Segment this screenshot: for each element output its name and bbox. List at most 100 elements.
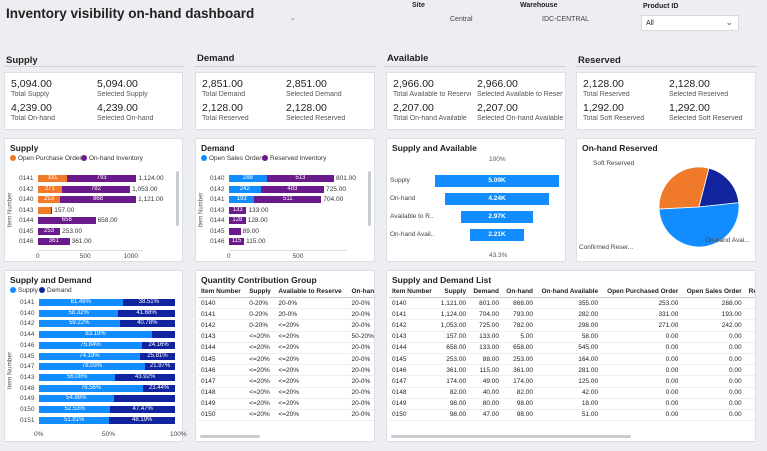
column-header[interactable]: Supply: [246, 286, 276, 298]
table-cell: 242.00: [681, 319, 745, 332]
bar-value: 331: [47, 175, 58, 181]
table-cell: 0.00: [601, 342, 682, 354]
bar-value: 78.03%: [81, 363, 103, 370]
kpi-value: 2,128.00: [669, 78, 710, 90]
legend-item[interactable]: On-hand Inventory: [81, 155, 143, 162]
table-row[interactable]: 0144 <=20% <=20% 20-0%: [198, 342, 374, 354]
product-label: Product ID: [643, 3, 679, 10]
site-filter[interactable]: Site Central: [412, 2, 490, 28]
column-header[interactable]: Open Purchased Order: [601, 286, 682, 298]
kpi-label: Selected On-hand Available: [477, 115, 563, 122]
legend-label: Open Purchase Order: [18, 155, 82, 162]
total-label: 133.00: [248, 206, 269, 214]
bar-value: 511: [283, 196, 293, 202]
table-cell: 51.00: [536, 409, 602, 422]
legend-item[interactable]: Demand: [39, 287, 72, 294]
supply-chart[interactable]: Supply Open Purchase Order On-hand Inven…: [4, 138, 183, 262]
table-cell: 58.00: [536, 331, 602, 343]
supply-demand-list[interactable]: Supply and Demand List Item Number Supply…: [386, 270, 756, 442]
table-row[interactable]: 0142 1,053.00 725.00 782.00 298.00 271.00 242.…: [389, 319, 755, 332]
warehouse-filter[interactable]: Warehouse IDC-CENTRAL: [520, 2, 610, 28]
pie-slice[interactable]: [658, 166, 710, 210]
table-cell: 271.00: [601, 319, 682, 332]
scrollbar[interactable]: [368, 171, 371, 226]
column-header[interactable]: Item Number: [389, 286, 437, 298]
table-cell: 0.00: [681, 331, 745, 343]
bar-value: 782: [90, 185, 101, 192]
column-header[interactable]: Demand: [469, 286, 502, 298]
x-axis-line: [229, 249, 347, 251]
legend-item[interactable]: Reserved Inventory: [262, 155, 326, 162]
column-header[interactable]: Item Number: [198, 286, 247, 298]
table-row[interactable]: 0147 <=20% <=20% 20-0%: [198, 375, 374, 388]
site-value: Central: [450, 16, 473, 23]
legend-item[interactable]: Open Purchase Order: [10, 155, 82, 162]
bar-value: 47.47%: [132, 406, 153, 412]
product-dropdown[interactable]: All ⌄: [641, 15, 739, 31]
table-cell: 8: [744, 353, 755, 366]
bar-segment: [38, 206, 52, 214]
column-header[interactable]: Available to Reserve: [275, 286, 349, 298]
scrollbar[interactable]: [176, 171, 179, 226]
bar-value: 76.56%: [80, 384, 102, 391]
horizontal-scrollbar[interactable]: [200, 435, 260, 438]
table-row[interactable]: 0142 0-20% <=20% 20-0%: [198, 319, 374, 332]
column-header[interactable]: Open Sales Order: [681, 286, 745, 298]
table-row[interactable]: 0146 <=20% <=20% 20-0%: [198, 364, 374, 377]
supply-available-funnel[interactable]: Supply and Available 100% 43.3% 5.09K Sup…: [386, 138, 566, 262]
quantity-contribution-table[interactable]: Quantity Contribution Group Item Number S…: [195, 270, 375, 442]
table-row[interactable]: 0145 <=20% <=20% 20-0%: [198, 353, 374, 366]
column-header[interactable]: Supply: [436, 286, 470, 298]
table-row[interactable]: 0140 1,121.00 801.00 868.00 355.00 253.00 288.…: [389, 297, 755, 310]
supply-demand-chart[interactable]: Supply and Demand Supply Demand Item Num…: [4, 270, 187, 442]
table-cell: 0.00: [681, 375, 745, 388]
x-tick-label: 500: [79, 252, 91, 260]
table-cell: <=20%: [246, 398, 276, 410]
legend-item[interactable]: Supply: [10, 287, 38, 294]
table-cell: 331.00: [601, 308, 682, 321]
category-label: 0151: [20, 416, 35, 424]
table-row[interactable]: 0149 <=20% <=20% 20-0%: [198, 398, 374, 410]
pie-slice[interactable]: [658, 202, 740, 248]
table-row[interactable]: 0140 0-20% 20-0% 20-0%: [198, 297, 374, 310]
legend-dot: [201, 155, 207, 162]
pie-slice[interactable]: [698, 167, 740, 208]
funnel-value: 2.21K: [488, 231, 506, 238]
divider: [4, 66, 184, 67]
table-row[interactable]: 0143 <=20% <=20% 50-20%: [198, 331, 374, 343]
total-label: 658.00: [97, 217, 118, 224]
category-label: 0140: [210, 175, 225, 182]
table-cell: 0150: [198, 409, 247, 422]
onhand-reserved-pie[interactable]: On-hand Reserved Soft Reserved Confirmed …: [576, 138, 756, 262]
table-row[interactable]: 0148 <=20% <=20% 20-0%: [198, 387, 374, 399]
table-row[interactable]: 0150 <=20% <=20% 20-0%: [198, 409, 374, 422]
bar-segment: [39, 395, 114, 403]
column-header[interactable]: On-hand Available: [536, 286, 602, 298]
column-header[interactable]: Res...: [744, 286, 755, 298]
category-label: 0143: [19, 206, 34, 214]
funnel-category: On-hand Avail...: [390, 231, 434, 238]
bar-value: 658: [61, 217, 72, 223]
table-row[interactable]: 0141 1,124.00 704.00 793.00 282.00 331.00 193.…: [389, 308, 755, 321]
table-cell: 5.00: [502, 331, 537, 343]
demand-chart[interactable]: Demand Open Sales Orders Reserved Invent…: [195, 138, 375, 262]
table-cell: 82.00: [436, 387, 470, 399]
bar-segment: [51, 206, 53, 214]
table-row[interactable]: 0141 0-20% 20-0% 20-0%: [198, 308, 374, 321]
column-header[interactable]: On-hand: [502, 286, 537, 298]
column-header[interactable]: On-hand: [348, 286, 374, 298]
total-label: 89.00: [242, 227, 259, 235]
kpi-label: Selected Supply: [97, 91, 148, 98]
bar-value: 24.16%: [148, 341, 169, 348]
total-label: 1,124.00: [138, 175, 164, 182]
horizontal-scrollbar[interactable]: [391, 435, 631, 438]
legend-item[interactable]: Open Sales Orders: [201, 155, 265, 162]
